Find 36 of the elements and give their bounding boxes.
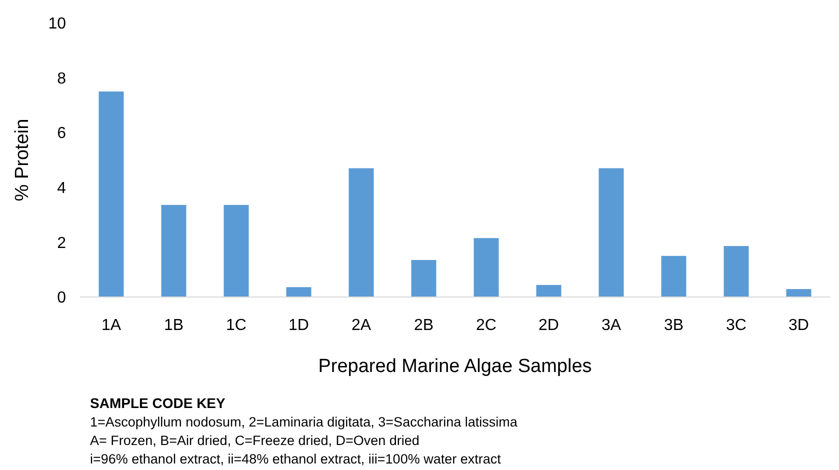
y-tick-label: 8 (57, 70, 66, 88)
text: SAMPLE CODE KEY (90, 395, 226, 411)
bar (724, 246, 749, 297)
x-tick-label: 3A (601, 317, 622, 334)
y-tick-label: 10 (48, 16, 66, 33)
bar (411, 260, 436, 297)
y-tick-label: 2 (57, 234, 66, 252)
x-tick-label: 2B (414, 317, 434, 334)
y-tick-label: 0 (57, 290, 66, 307)
x-tick-label: 1A (101, 317, 122, 334)
x-tick-label: 3D (788, 317, 809, 334)
x-tick-label: 2C (476, 317, 496, 334)
y-axis-title: % Protein (12, 118, 33, 202)
x-tick-label: 2A (351, 317, 372, 334)
x-tick-label: 2D (538, 317, 559, 334)
bar (348, 168, 374, 297)
bar (474, 238, 499, 297)
bar (661, 256, 686, 297)
bar (224, 204, 249, 297)
text: A= Frozen, B=Air dried, C=Freeze dried, D=Oven dried (90, 433, 420, 448)
bar (161, 204, 186, 297)
bar (786, 289, 812, 297)
y-tick-label: 6 (57, 125, 66, 142)
bar (598, 168, 624, 297)
x-tick-label: 3C (726, 317, 746, 334)
text: 1=Ascophyllum nodosum, 2=Laminaria digitata, 3=Saccharina latissima (90, 414, 518, 430)
x-tick-label: 1B (164, 317, 184, 334)
x-tick-label: 1C (226, 317, 246, 334)
bar (286, 287, 312, 297)
x-axis-title: Prepared Marine Algae Samples (318, 356, 592, 377)
bar (98, 92, 124, 297)
x-tick-label: 3B (664, 317, 684, 334)
text: i=96% ethanol extract, ii=48% ethanol extract, iii=100% water extract (90, 452, 502, 466)
y-tick-label: 4 (57, 180, 66, 197)
x-tick-label: 1D (288, 317, 309, 334)
bar (536, 284, 562, 297)
